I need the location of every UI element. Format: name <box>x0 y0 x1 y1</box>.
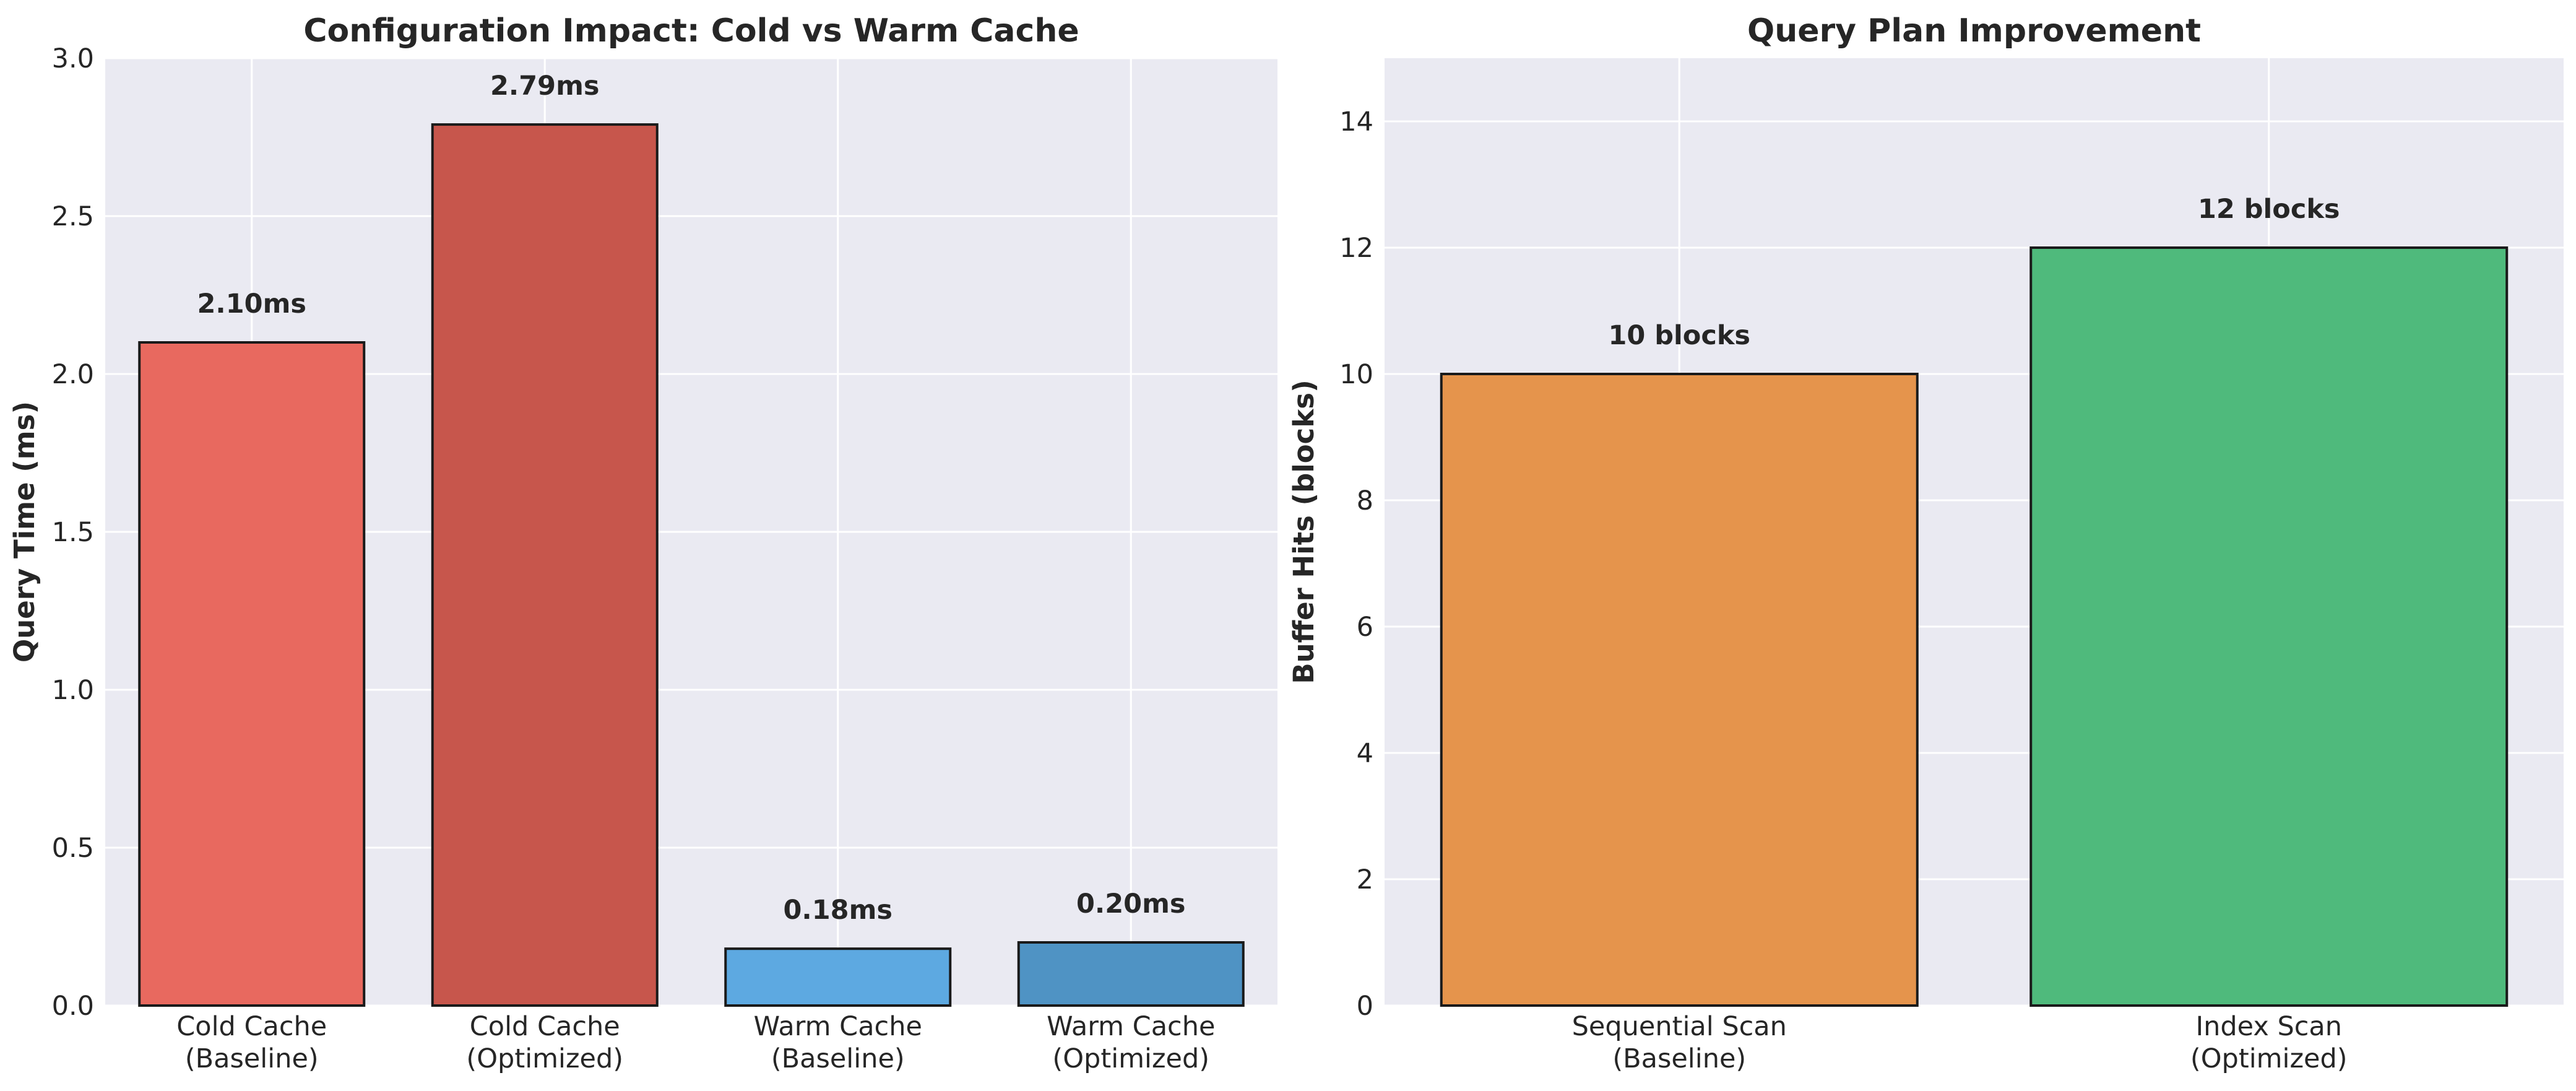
query-plan-chart-value-labels: 10 blocks 12 blocks <box>1608 194 2340 351</box>
x-tick-label-cold-baseline-sub: (Baseline) <box>185 1043 319 1074</box>
cache-chart-panel: 0.00.51.01.52.02.53.0 Cold Cache(Baselin… <box>8 12 1277 1074</box>
x-tick-label-index-scan: Index Scan <box>2195 1011 2342 1042</box>
bar-cold-baseline <box>138 341 366 1007</box>
value-label-cold-baseline: 2.10ms <box>197 289 307 319</box>
cache-chart-y-tick-label: 2.5 <box>52 201 94 232</box>
query-plan-chart-y-tick-label: 10 <box>1339 359 1373 390</box>
cache-chart-y-tick-label: 3.0 <box>52 43 94 74</box>
query-plan-chart-y-ticks: 0 2 4 6 8 10 12 14 <box>1339 106 1373 1022</box>
cache-chart-y-tick-label: 1.0 <box>52 675 94 706</box>
query-plan-chart-panel: 0 2 4 6 8 10 12 14 Sequential Scan(Baseline) Ind… <box>1287 12 2564 1074</box>
cache-chart-value-labels: 2.10ms 2.79ms 0.18ms 0.20ms <box>197 71 1186 926</box>
cache-chart-y-tick-label: 2.0 <box>52 359 94 390</box>
bar-sequential-scan <box>1440 373 1919 1007</box>
x-tick-label-cold-optimized: Cold Cache <box>470 1011 620 1042</box>
cache-chart-x-ticks: Cold Cache(Baseline)Cold Cache(Optimized… <box>176 1011 1215 1074</box>
query-plan-chart-y-tick-label: 6 <box>1357 612 1373 643</box>
bar-index-scan <box>2029 246 2509 1007</box>
query-plan-chart-title: Query Plan Improvement <box>1747 12 2201 50</box>
x-tick-label-warm-baseline-sub: (Baseline) <box>771 1043 905 1074</box>
query-plan-chart-y-tick-label: 0 <box>1357 991 1373 1022</box>
query-plan-chart-bars <box>1440 246 2509 1007</box>
query-plan-chart-x-ticks: Sequential Scan(Baseline) Index Scan(Opti… <box>1572 1011 2348 1074</box>
cache-chart-y-tick-label: 0.5 <box>52 833 94 864</box>
x-tick-label-cold-baseline: Cold Cache <box>176 1011 327 1042</box>
value-label-warm-optimized: 0.20ms <box>1076 889 1186 919</box>
query-plan-chart-y-tick-label: 14 <box>1339 106 1373 137</box>
x-tick-label-sequential-scan-sub: (Baseline) <box>1612 1043 1746 1074</box>
x-tick-label-index-scan-sub: (Optimized) <box>2190 1043 2348 1074</box>
cache-chart-y-axis-label: Query Time (ms) <box>8 401 41 663</box>
bar-warm-baseline <box>724 947 952 1007</box>
x-tick-label-sequential-scan: Sequential Scan <box>1572 1011 1787 1042</box>
x-tick-label-warm-optimized: Warm Cache <box>1047 1011 1215 1042</box>
query-plan-chart-y-axis-label: Buffer Hits (blocks) <box>1287 380 1320 684</box>
bar-warm-optimized <box>1017 941 1245 1007</box>
cache-chart-bars <box>138 123 1245 1007</box>
value-label-cold-optimized: 2.79ms <box>490 71 600 102</box>
value-label-index-scan: 12 blocks <box>2198 194 2340 225</box>
query-plan-chart-y-tick-label: 2 <box>1357 864 1373 895</box>
query-plan-chart-y-tick-label: 8 <box>1357 485 1373 516</box>
x-tick-label-warm-baseline: Warm Cache <box>754 1011 922 1042</box>
query-plan-chart-y-tick-label: 12 <box>1339 233 1373 264</box>
x-tick-label-cold-optimized-sub: (Optimized) <box>466 1043 623 1074</box>
x-tick-label-warm-optimized-sub: (Optimized) <box>1052 1043 1209 1074</box>
value-label-warm-baseline: 0.18ms <box>784 895 893 926</box>
value-label-sequential-scan: 10 blocks <box>1608 320 1750 351</box>
query-plan-chart-y-tick-label: 4 <box>1357 738 1373 769</box>
cache-chart-y-ticks: 0.0 0.5 1.0 1.5 2.0 2.5 3.0 <box>52 43 94 1022</box>
bar-cold-optimized <box>431 123 659 1007</box>
cache-chart-title: Configuration Impact: Cold vs Warm Cache <box>303 12 1079 50</box>
cache-chart-y-tick-label: 0.0 <box>52 991 94 1022</box>
cache-chart-y-tick-label: 1.5 <box>52 517 94 548</box>
